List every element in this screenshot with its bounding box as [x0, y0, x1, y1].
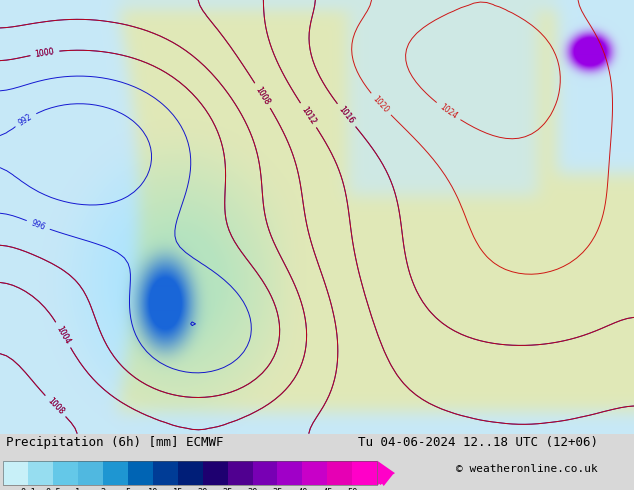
Text: 1008: 1008 — [254, 85, 271, 106]
Bar — [103, 461, 128, 486]
Bar — [203, 461, 228, 486]
Polygon shape — [377, 461, 395, 486]
Text: 1012: 1012 — [299, 105, 318, 126]
Text: 0.5: 0.5 — [45, 488, 61, 490]
Text: 25: 25 — [223, 488, 233, 490]
Text: 996: 996 — [30, 218, 47, 232]
Text: 1000: 1000 — [35, 47, 55, 59]
Text: 1: 1 — [75, 488, 81, 490]
Text: 1008: 1008 — [254, 85, 271, 106]
Text: Tu 04-06-2024 12..18 UTC (12+06): Tu 04-06-2024 12..18 UTC (12+06) — [358, 436, 598, 449]
Text: 1004: 1004 — [55, 324, 72, 345]
Bar — [178, 461, 203, 486]
Text: © weatheronline.co.uk: © weatheronline.co.uk — [456, 464, 598, 474]
Text: 1016: 1016 — [337, 105, 356, 125]
Bar — [3, 461, 28, 486]
Text: 5: 5 — [126, 488, 131, 490]
Bar — [278, 461, 302, 486]
Bar — [3, 461, 377, 486]
Bar — [327, 461, 353, 486]
Text: 0.1: 0.1 — [20, 488, 36, 490]
Bar — [228, 461, 252, 486]
Bar — [53, 461, 78, 486]
Bar — [153, 461, 178, 486]
Text: 1004: 1004 — [55, 324, 72, 345]
Bar — [128, 461, 153, 486]
Text: 1024: 1024 — [438, 102, 459, 121]
Bar — [28, 461, 53, 486]
Text: 1008: 1008 — [46, 396, 65, 416]
Text: 992: 992 — [17, 112, 34, 127]
Text: 1012: 1012 — [299, 105, 318, 126]
Text: 20: 20 — [197, 488, 208, 490]
Bar — [353, 461, 377, 486]
Text: 30: 30 — [247, 488, 258, 490]
Text: 50: 50 — [347, 488, 358, 490]
Text: 1008: 1008 — [46, 396, 65, 416]
Text: 15: 15 — [172, 488, 183, 490]
Bar — [78, 461, 103, 486]
Text: 1016: 1016 — [337, 105, 356, 125]
Text: 40: 40 — [297, 488, 307, 490]
Text: 35: 35 — [272, 488, 283, 490]
Text: 45: 45 — [322, 488, 333, 490]
Text: Precipitation (6h) [mm] ECMWF: Precipitation (6h) [mm] ECMWF — [6, 436, 224, 449]
Text: 1020: 1020 — [371, 94, 391, 115]
Bar — [252, 461, 278, 486]
Text: 10: 10 — [148, 488, 158, 490]
Bar — [302, 461, 327, 486]
Text: 1000: 1000 — [35, 47, 55, 59]
Text: 2: 2 — [100, 488, 105, 490]
